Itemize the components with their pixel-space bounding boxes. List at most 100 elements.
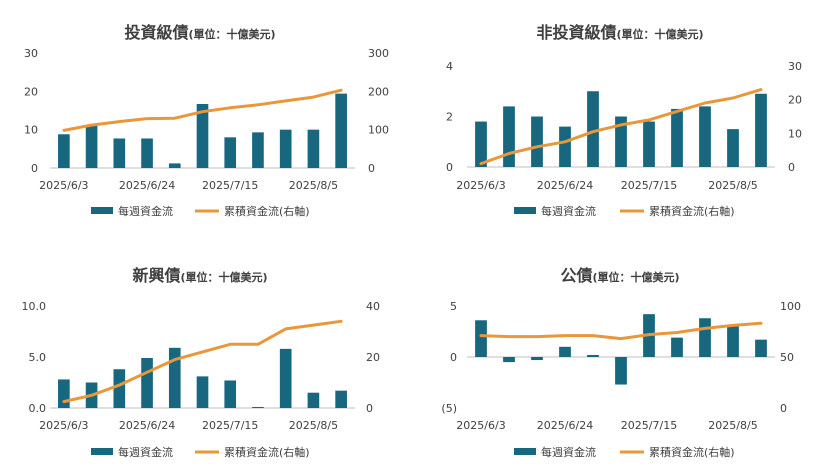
chart-title-main: 非投資級債 xyxy=(536,23,616,42)
bar-weekly-flow xyxy=(335,390,347,408)
bar-weekly-flow xyxy=(699,318,711,357)
y-right-tick-label: 0 xyxy=(366,402,373,415)
chart-title-main: 新興債 xyxy=(132,266,180,285)
y-right-tick-label: 50 xyxy=(780,351,794,364)
x-tick-label: 2025/6/24 xyxy=(537,179,593,192)
bar-weekly-flow xyxy=(531,116,543,167)
y-right-tick-label: 0 xyxy=(368,162,375,175)
y-left-tick-label: 4 xyxy=(446,60,453,73)
legend-line-label: 累積資金流(右軸) xyxy=(649,445,735,459)
chart-panel-2: 非投資級債(單位：十億美元) 0 2 4 0 10 20 30 2025/6/3 2025/6/2… xyxy=(446,23,802,218)
bar-weekly-flow xyxy=(671,108,683,167)
bar-weekly-flow xyxy=(755,339,767,357)
y-right-tick-label: 10 xyxy=(788,127,802,140)
bar-weekly-flow xyxy=(531,357,543,361)
chart-title-main: 公債 xyxy=(560,266,592,285)
legend-line-label: 累積資金流(右軸) xyxy=(224,204,310,218)
y-left-tick-label: 30 xyxy=(24,47,38,60)
line-cumulative-flow xyxy=(479,321,763,341)
bar-weekly-flow xyxy=(168,163,181,168)
legend-line-label: 累積資金流(右軸) xyxy=(649,204,735,218)
bar-weekly-flow xyxy=(141,358,153,408)
x-tick-label: 2025/8/5 xyxy=(708,179,757,192)
bar-weekly-flow xyxy=(252,406,264,408)
x-tick-label: 2025/8/5 xyxy=(289,419,338,432)
chart-panel-3: 新興債(單位：十億美元) 0.0 5.0 10.0 0 20 40 2025/6/3 2025/… xyxy=(22,266,381,459)
x-tick-label: 2025/7/15 xyxy=(202,419,258,432)
y-right-tick-label: 40 xyxy=(366,300,380,313)
x-tick-label: 2025/6/3 xyxy=(456,179,505,192)
legend-bar-label: 每週資金流 xyxy=(118,204,173,218)
bar-weekly-flow xyxy=(559,126,571,167)
bar-weekly-flow xyxy=(587,91,599,167)
chart-title: 新興債(單位：十億美元) xyxy=(132,266,267,285)
chart-title: 投資級債(單位：十億美元) xyxy=(124,23,275,42)
legend-bar-label: 每週資金流 xyxy=(118,445,173,459)
legend-line-label: 累積資金流(右軸) xyxy=(224,445,310,459)
y-left-tick-label: 0.0 xyxy=(29,402,47,415)
y-left-tick-label: 2 xyxy=(446,111,453,124)
bar-weekly-flow xyxy=(307,129,320,168)
chart-legend: 每週資金流 累積資金流(右軸) xyxy=(514,204,735,218)
legend-bar-label: 每週資金流 xyxy=(541,204,596,218)
bar-weekly-flow xyxy=(587,354,599,357)
bar-weekly-flow xyxy=(727,129,739,167)
chart-legend: 每週資金流 累積資金流(右軸) xyxy=(91,445,310,459)
legend-bar-swatch xyxy=(91,448,113,455)
x-tick-label: 2025/6/3 xyxy=(456,419,505,432)
bar-weekly-flow xyxy=(727,326,739,357)
bar-weekly-flow xyxy=(58,134,70,168)
chart-legend: 每週資金流 累積資金流(右軸) xyxy=(91,204,310,218)
chart-title-unit: (單位：十億美元) xyxy=(616,27,703,41)
x-tick-label: 2025/6/24 xyxy=(119,419,175,432)
bar-weekly-flow xyxy=(141,138,153,168)
line-cumulative-flow xyxy=(479,88,763,166)
bar-weekly-flow xyxy=(671,337,683,357)
x-tick-label: 2025/7/15 xyxy=(202,179,258,192)
x-tick-label: 2025/6/24 xyxy=(119,179,175,192)
bar-weekly-flow xyxy=(113,138,126,168)
y-left-tick-label: 5 xyxy=(450,300,457,313)
y-left-tick-label: 10 xyxy=(24,124,38,137)
y-right-tick-label: 100 xyxy=(368,124,389,137)
legend-bar-swatch xyxy=(514,207,536,214)
x-tick-label: 2025/6/3 xyxy=(39,179,88,192)
bar-weekly-flow xyxy=(615,116,627,167)
line-cumulative-flow xyxy=(62,319,343,404)
bar-weekly-flow xyxy=(224,380,237,408)
bar-weekly-flow xyxy=(643,121,655,167)
bar-weekly-flow xyxy=(335,93,347,168)
y-right-tick-label: 20 xyxy=(366,351,380,364)
chart-title-unit: (單位：十億美元) xyxy=(180,270,267,284)
bar-weekly-flow xyxy=(196,376,209,408)
y-left-tick-label: 0 xyxy=(450,351,457,364)
x-tick-label: 2025/6/3 xyxy=(39,419,88,432)
y-left-tick-label: 20 xyxy=(24,85,38,98)
bar-weekly-flow xyxy=(252,132,264,168)
chart-title: 公債(單位：十億美元) xyxy=(560,266,679,285)
y-left-tick-label: (5) xyxy=(441,402,457,415)
bar-weekly-flow xyxy=(279,129,292,168)
y-right-tick-label: 30 xyxy=(788,60,802,73)
y-right-tick-label: 0 xyxy=(788,161,795,174)
chart-title: 非投資級債(單位：十億美元) xyxy=(536,23,703,42)
y-left-tick-label: 5.0 xyxy=(29,351,47,364)
bar-weekly-flow xyxy=(85,125,98,168)
bar-weekly-flow xyxy=(168,347,181,408)
x-tick-label: 2025/8/5 xyxy=(289,179,338,192)
y-right-tick-label: 20 xyxy=(788,94,802,107)
x-tick-label: 2025/6/24 xyxy=(537,419,593,432)
y-right-tick-label: 0 xyxy=(780,402,787,415)
y-right-tick-label: 200 xyxy=(368,85,389,98)
y-right-tick-label: 100 xyxy=(780,300,801,313)
x-tick-label: 2025/8/5 xyxy=(708,419,757,432)
x-tick-label: 2025/7/15 xyxy=(621,179,677,192)
bar-weekly-flow xyxy=(279,348,292,408)
legend-bar-swatch xyxy=(514,448,536,455)
y-left-tick-label: 10.0 xyxy=(22,300,47,313)
bar-weekly-flow xyxy=(503,106,515,167)
line-cumulative-flow xyxy=(62,88,343,132)
